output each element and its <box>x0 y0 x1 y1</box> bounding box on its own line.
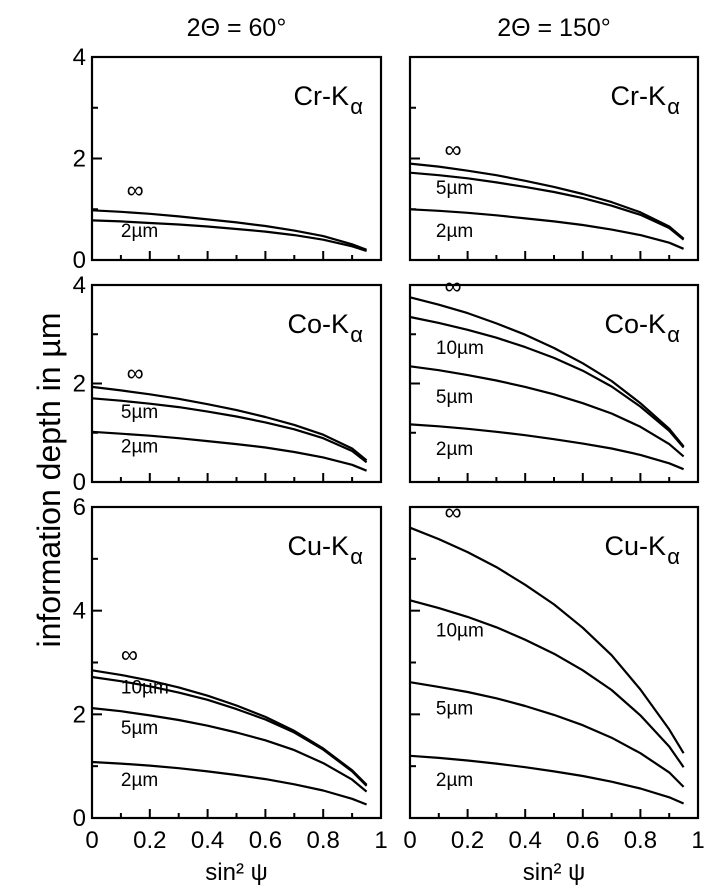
x-tick-label: 0.2 <box>133 827 166 854</box>
series-line- <box>91 385 368 462</box>
curve-label: 2µm <box>436 439 473 460</box>
y-axis-label: information depth in µm <box>31 312 67 647</box>
x-tick-label: 0 <box>85 827 98 854</box>
panel-label: Co-K <box>604 309 666 339</box>
x-tick-label: 0.8 <box>307 827 340 854</box>
y-tick-label: 4 <box>73 598 86 625</box>
x-tick-label: 0 <box>403 827 416 854</box>
curve-label: ∞ <box>445 499 462 526</box>
panel-label-subscript: α <box>350 94 363 119</box>
x-axis-label: sin² ψ <box>205 859 267 886</box>
panel-title: 2Θ = 150° <box>497 14 611 42</box>
panel-label: Co-K <box>287 309 349 339</box>
y-tick-label: 4 <box>73 272 86 299</box>
y-tick-label: 4 <box>73 44 86 71</box>
curve-label: 2µm <box>121 221 158 242</box>
panel-label: Cr-K <box>611 81 667 111</box>
curve-label: 2µm <box>436 770 473 791</box>
series-line-5m <box>409 171 685 241</box>
curve-label: ∞ <box>127 360 144 387</box>
panel-label-subscript: α <box>350 322 363 347</box>
curve-label: ∞ <box>127 177 144 204</box>
series-line-2m <box>91 430 368 472</box>
y-tick-label: 0 <box>73 805 86 832</box>
curve-label: 2µm <box>121 770 158 791</box>
y-tick-label: 2 <box>73 701 86 728</box>
panel-label-subscript: α <box>667 544 680 569</box>
series-line-5m <box>409 681 685 788</box>
y-tick-label: 2 <box>73 146 86 173</box>
curve-label: 5µm <box>436 178 473 199</box>
panel-label: Cr-K <box>294 81 350 111</box>
curve-label: 2µm <box>121 436 158 457</box>
series-line-10m <box>409 315 685 449</box>
x-tick-label: 0.8 <box>624 827 657 854</box>
panel-label-subscript: α <box>667 94 680 119</box>
curve-label: 5µm <box>436 387 473 408</box>
x-axis-label: sin² ψ <box>523 859 585 886</box>
y-tick-label: 6 <box>73 494 86 521</box>
curve-label: ∞ <box>121 642 138 669</box>
curve-label: ∞ <box>445 136 462 163</box>
series-line-2m <box>409 423 685 471</box>
x-tick-label: 1 <box>691 827 704 854</box>
curve-label: 10µm <box>121 678 169 699</box>
series-line-10m <box>91 675 368 787</box>
x-tick-label: 0.2 <box>451 827 484 854</box>
curve-label: 5µm <box>436 698 473 719</box>
y-tick-label: 2 <box>73 371 86 398</box>
panel-label-subscript: α <box>350 544 363 569</box>
x-tick-label: 1 <box>374 827 387 854</box>
series-line-2m <box>409 754 685 805</box>
panel-label: Cu-K <box>604 531 666 561</box>
series-line- <box>91 209 367 251</box>
series-line-2m <box>409 208 685 250</box>
series-line-5m <box>91 707 368 793</box>
x-tick-label: 0.4 <box>191 827 224 854</box>
y-tick-label: 0 <box>73 469 86 496</box>
series-line- <box>409 162 685 240</box>
curve-label: ∞ <box>445 273 462 300</box>
panel-label-subscript: α <box>667 322 680 347</box>
curve-label: 2µm <box>436 221 473 242</box>
series-line- <box>409 526 685 754</box>
panel-title: 2Θ = 60° <box>187 14 287 42</box>
curve-label: 5µm <box>121 402 158 423</box>
series-line- <box>409 296 685 448</box>
x-tick-label: 0.6 <box>249 827 282 854</box>
series-line-10m <box>409 599 685 768</box>
curve-label: 10µm <box>436 338 484 359</box>
series-line-5m <box>91 397 368 464</box>
x-tick-label: 0.6 <box>566 827 599 854</box>
x-tick-label: 0.4 <box>509 827 542 854</box>
panel-label: Cu-K <box>287 531 349 561</box>
y-tick-label: 0 <box>73 247 86 274</box>
series-line-5m <box>409 365 685 458</box>
curve-label: 5µm <box>121 718 158 739</box>
curve-label: 10µm <box>436 621 484 642</box>
series-line-2m <box>91 219 367 252</box>
series-line-2m <box>91 760 368 806</box>
